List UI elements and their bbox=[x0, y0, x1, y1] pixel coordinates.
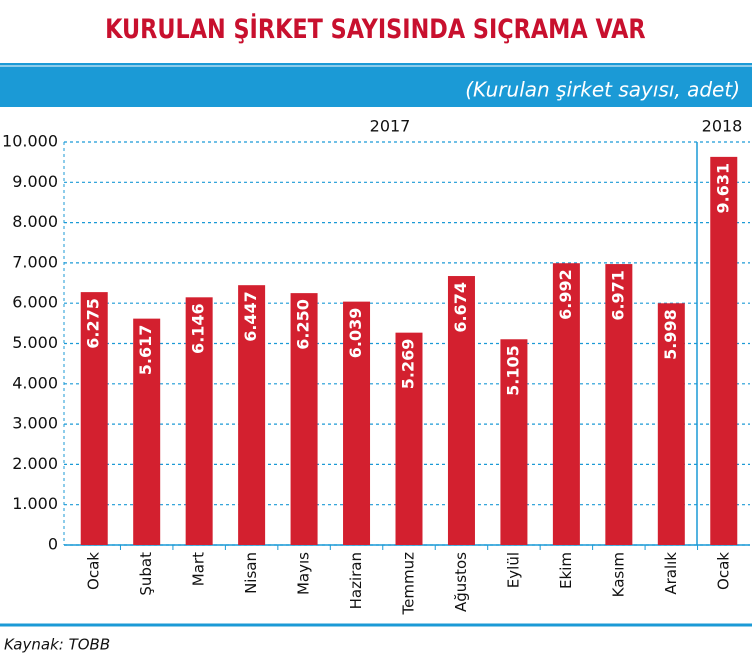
x-tick-label: Eylül bbox=[504, 552, 522, 588]
y-tick-label: 10.000 bbox=[2, 132, 58, 151]
bar bbox=[185, 297, 213, 545]
x-tick-label: Nisan bbox=[242, 552, 260, 594]
x-tick-label: Mart bbox=[190, 552, 208, 586]
bar bbox=[605, 264, 633, 545]
bar bbox=[657, 303, 685, 545]
y-tick-label: 8.000 bbox=[12, 212, 58, 231]
x-tick-label: Mayıs bbox=[295, 552, 313, 595]
y-tick-label: 5.000 bbox=[12, 333, 58, 352]
y-tick-label: 7.000 bbox=[12, 252, 58, 271]
source: Kaynak: TOBB bbox=[4, 636, 110, 654]
bar bbox=[552, 263, 580, 545]
x-tick-label: Şubat bbox=[137, 552, 155, 596]
bar bbox=[447, 276, 475, 545]
subtitle: (Kurulan şirket sayısı, adet) bbox=[465, 78, 740, 102]
bar bbox=[500, 339, 528, 545]
subtitle-band bbox=[0, 63, 752, 107]
value-label: 6.447 bbox=[241, 291, 260, 342]
value-label: 9.631 bbox=[713, 163, 732, 214]
bar bbox=[710, 156, 738, 545]
y-tick-label: 1.000 bbox=[12, 494, 58, 513]
x-tick-label: Kasım bbox=[609, 552, 627, 597]
chart-title: KURULAN ŞİRKET SAYISINDA SIÇRAMA VAR bbox=[105, 12, 646, 45]
value-label: 5.998 bbox=[661, 309, 680, 360]
x-tick-label: Ağustos bbox=[452, 552, 470, 612]
bar bbox=[80, 292, 108, 545]
value-label: 6.250 bbox=[294, 299, 313, 350]
bar bbox=[343, 301, 371, 545]
y-tick-label: 6.000 bbox=[12, 293, 58, 312]
y-tick-label: 4.000 bbox=[12, 373, 58, 392]
x-tick-label: Ekim bbox=[557, 552, 575, 589]
y-tick-label: 3.000 bbox=[12, 414, 58, 433]
bar bbox=[133, 318, 161, 545]
x-tick-label: Ocak bbox=[85, 552, 103, 590]
value-label: 5.105 bbox=[503, 345, 522, 396]
value-label: 6.275 bbox=[84, 298, 103, 349]
value-label: 6.674 bbox=[451, 282, 470, 333]
value-label: 6.992 bbox=[556, 269, 575, 320]
period-label: 2017 bbox=[370, 117, 411, 136]
bar bbox=[290, 293, 318, 545]
value-label: 6.146 bbox=[189, 303, 208, 354]
x-tick-label: Aralık bbox=[662, 552, 680, 595]
value-label: 5.617 bbox=[136, 325, 155, 376]
y-tick-label: 2.000 bbox=[12, 454, 58, 473]
y-tick-label: 9.000 bbox=[12, 172, 58, 191]
value-label: 5.269 bbox=[399, 339, 418, 390]
x-tick-label: Haziran bbox=[347, 552, 365, 609]
x-tick-label: Ocak bbox=[714, 552, 732, 590]
x-tick-label: Temmuz bbox=[400, 552, 418, 616]
y-tick-label: 0 bbox=[48, 535, 58, 554]
value-label: 6.039 bbox=[346, 308, 365, 359]
value-label: 6.971 bbox=[608, 270, 627, 321]
period-label: 2018 bbox=[702, 117, 743, 136]
bar bbox=[395, 332, 423, 545]
bar bbox=[238, 285, 266, 545]
